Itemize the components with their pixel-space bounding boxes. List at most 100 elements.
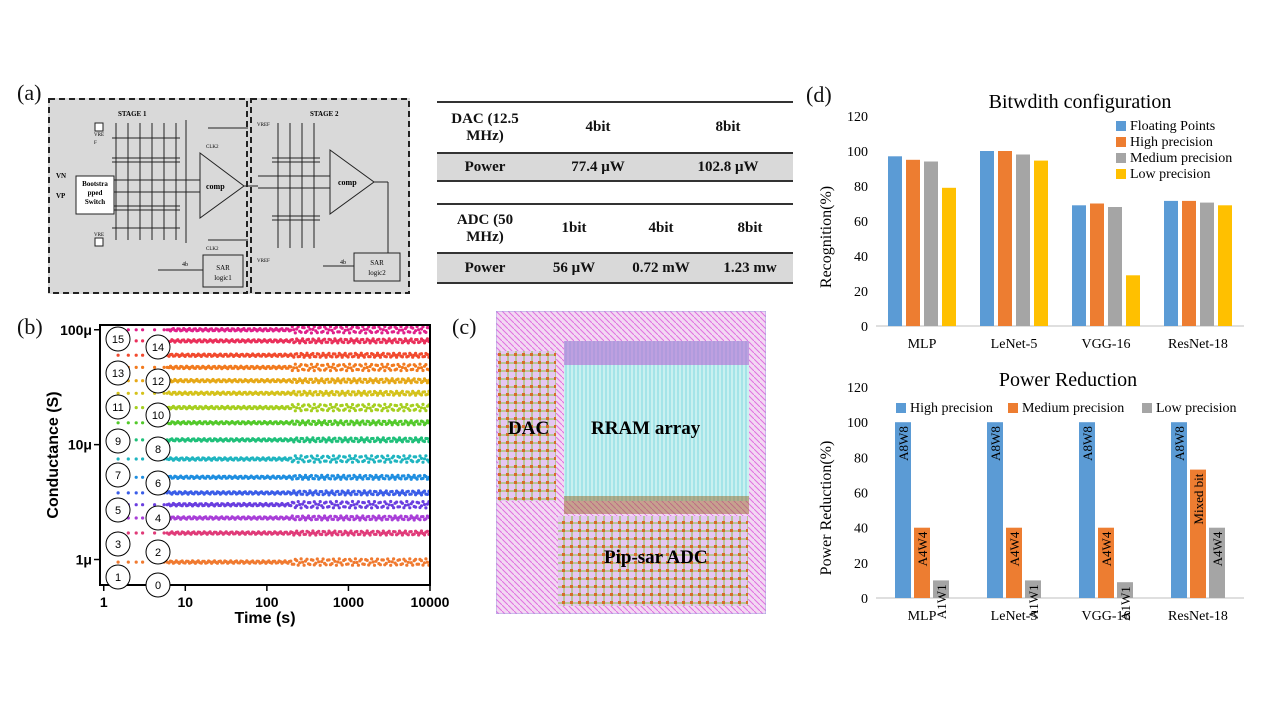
data-point [396,423,400,427]
x-tick-label: LeNet-5 [991,609,1038,624]
data-point [421,500,425,504]
data-point [348,454,352,458]
data-point [349,503,353,508]
data-point [296,325,300,329]
data-point [375,363,380,368]
data-point [377,380,381,385]
data-point [318,460,322,464]
data-point [365,436,369,440]
state-label-text: 6 [155,478,161,490]
data-point [340,403,344,407]
vref-top-label: VRE [94,133,104,138]
data-point [365,493,369,497]
data-point [134,421,138,425]
data-point [153,328,157,332]
data-point [421,420,425,424]
data-point [315,409,319,413]
data-point [290,514,294,518]
data-point [330,355,334,359]
data-point [337,475,341,479]
data-point [362,366,366,370]
y-tick-label: 80 [854,451,868,466]
data-point [411,326,415,330]
state-label-text: 8 [155,444,161,456]
data-point [389,420,393,424]
data-point [337,363,341,367]
data-point [296,402,300,406]
data-point [422,390,427,394]
data-point [317,503,321,507]
x-tick-label: MLP [908,337,937,352]
data-point [301,492,305,496]
data-point [353,557,357,561]
data-point [348,378,352,382]
data-point [340,326,344,330]
data-point [386,331,390,335]
data-point [396,490,400,494]
data-point [370,506,374,510]
legend-entry: Medium precision [1130,151,1232,166]
legend-swatch [1008,403,1018,413]
data-point [395,404,399,408]
data-point [342,490,346,494]
data-point [302,500,306,504]
data-point [126,391,130,395]
y-tick-label: 60 [854,215,868,230]
data-point [318,325,322,329]
data-point [293,474,297,478]
data-point [116,353,120,357]
data-point [356,368,360,372]
data-point [293,518,297,522]
data-point [303,473,308,477]
state-label-text: 12 [152,376,164,388]
data-point [126,457,130,461]
data-point [327,436,331,440]
data-point [414,393,418,397]
data-point [345,369,349,373]
data-point [317,492,321,497]
series-8 [116,419,431,427]
data-point [406,354,410,358]
data-point [333,405,337,409]
data-point [323,419,327,423]
data-point [289,328,293,332]
series-3 [116,499,431,510]
data-point [350,420,355,424]
layout-label-array: RRAM array [591,418,701,439]
data-point [418,331,422,335]
data-point [342,423,346,427]
data-point [424,454,428,458]
data-point [362,459,366,463]
data-point [403,436,407,440]
data-point [386,339,390,343]
data-point [390,439,394,443]
data-point [314,489,318,493]
data-point [126,353,130,357]
data-point [334,403,338,407]
data-point [295,493,299,497]
data-point [303,377,308,381]
stage2-label: STAGE 2 [310,110,339,118]
data-point [315,454,319,458]
x-tick-label: ResNet-18 [1168,609,1228,624]
data-point [362,355,366,359]
data-point [165,391,169,395]
data-point [296,563,300,567]
bar-data-label: A8W8 [1080,426,1095,461]
chart-title-power: Power Reduction [999,369,1137,391]
data-point [326,422,330,427]
data-point [314,502,318,506]
data-point [346,355,350,359]
legend-swatch [1116,121,1126,131]
data-point [331,506,335,510]
data-point [324,459,328,463]
bar-data-label: A1W1 [934,584,949,619]
data-point [330,533,334,537]
data-point [387,493,391,497]
data-point [312,477,316,481]
data-point [334,563,338,567]
y-axis-label-b: Conductance (S) [45,391,62,518]
data-point [396,377,400,381]
data-point [337,408,341,412]
data-point [375,505,380,510]
